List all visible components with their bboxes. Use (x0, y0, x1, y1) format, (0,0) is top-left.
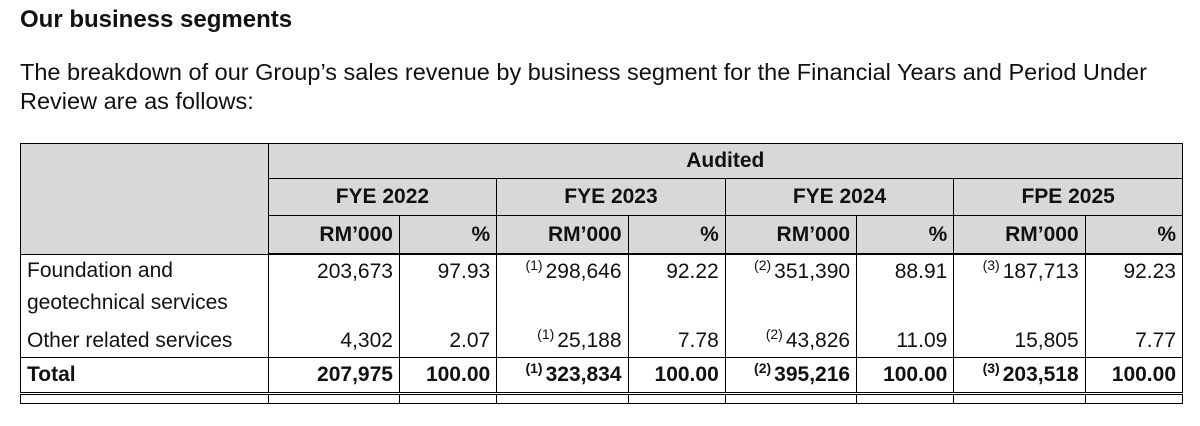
footer-cell (267, 393, 400, 404)
pct-cell: 97.93 (398, 254, 498, 320)
amount-cell: (2) 351,390 (724, 254, 858, 320)
table-footer-rule (20, 393, 1184, 404)
footer-cell (627, 393, 726, 404)
pct-cell: 2.07 (398, 320, 498, 358)
footnote-ref: (2) (754, 360, 772, 376)
audited-header: Audited (267, 143, 1184, 179)
footnote-ref: (1) (537, 326, 555, 342)
pct-cell: 88.91 (856, 254, 955, 320)
amount-cell: (3) 187,713 (953, 254, 1086, 320)
table-row: Other related services 4,302 2.07 (1) 25,… (20, 320, 1184, 358)
footer-cell (1084, 393, 1184, 404)
period-header: FPE 2025 (953, 178, 1183, 216)
footer-cell (953, 393, 1086, 404)
amount-cell: (2) 43,826 (724, 320, 858, 358)
pct-cell: 7.78 (627, 320, 726, 358)
footnote-ref: (1) (525, 360, 543, 376)
footnote-ref: (1) (525, 257, 543, 273)
amount-cell: 207,975 (267, 357, 400, 395)
footnote-ref: (3) (982, 257, 1000, 273)
amount-cell: (1) 298,646 (496, 254, 629, 320)
intro-paragraph: The breakdown of our Group’s sales reven… (20, 59, 1147, 114)
footer-cell (20, 393, 269, 404)
footnote-ref: (2) (765, 326, 783, 342)
unit-amount-header: RM’000 (724, 215, 858, 255)
amount-cell: 4,302 (267, 320, 400, 358)
header-blank-cell (20, 143, 269, 255)
section-heading: Our business segments (20, 6, 293, 33)
amount-cell: 203,673 (267, 254, 400, 320)
unit-pct-header: % (398, 215, 498, 255)
segment-revenue-table: Audited FYE 2022 FYE 2023 FYE 2024 FPE 2… (20, 143, 1184, 404)
amount-cell: (3) 203,518 (953, 357, 1086, 395)
unit-pct-header: % (1084, 215, 1184, 255)
footer-cell (398, 393, 498, 404)
pct-cell: 92.22 (627, 254, 726, 320)
amount-cell: 15,805 (953, 320, 1086, 358)
row-label: Foundation and geotechnical services (20, 254, 269, 320)
pct-cell: 7.77 (1084, 320, 1184, 358)
unit-amount-header: RM’000 (953, 215, 1086, 255)
amount-cell: (1) 323,834 (496, 357, 629, 395)
unit-amount-header: RM’000 (496, 215, 629, 255)
unit-amount-header: RM’000 (267, 215, 400, 255)
pct-cell: 100.00 (398, 357, 498, 395)
period-header: FYE 2022 (267, 178, 498, 216)
unit-pct-header: % (627, 215, 726, 255)
period-header: FYE 2024 (724, 178, 955, 216)
amount-cell: (1) 25,188 (496, 320, 629, 358)
unit-pct-header: % (856, 215, 955, 255)
footer-cell (496, 393, 629, 404)
footnote-ref: (2) (754, 257, 772, 273)
row-label: Other related services (20, 320, 269, 358)
pct-cell: 100.00 (856, 357, 955, 395)
footnote-ref: (3) (982, 360, 1000, 376)
pct-cell: 100.00 (627, 357, 726, 395)
pct-cell: 92.23 (1084, 254, 1184, 320)
period-header: FYE 2023 (496, 178, 726, 216)
pct-cell: 11.09 (856, 320, 955, 358)
amount-cell: (2) 395,216 (724, 357, 858, 395)
footer-cell (856, 393, 955, 404)
footer-cell (724, 393, 858, 404)
total-label: Total (20, 357, 269, 395)
total-row: Total 207,975 100.00 (1) 323,834 100.00 (… (20, 357, 1184, 395)
table-row: Foundation and geotechnical services 203… (20, 254, 1184, 320)
pct-cell: 100.00 (1084, 357, 1184, 395)
